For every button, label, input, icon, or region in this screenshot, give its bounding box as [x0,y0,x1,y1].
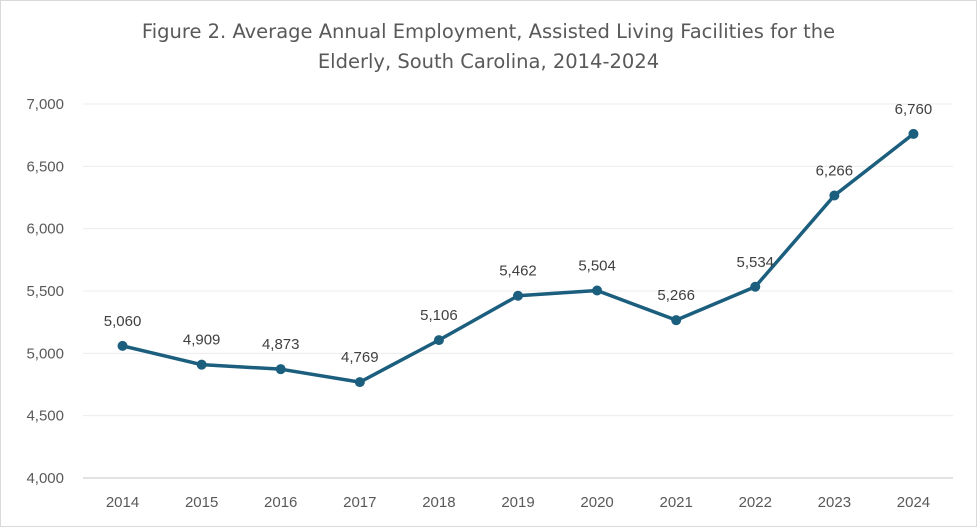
data-label: 6,266 [816,163,854,180]
x-tick-label: 2023 [818,494,851,511]
y-tick-label: 4,500 [26,408,64,425]
data-label: 5,266 [657,287,695,304]
x-tick-label: 2018 [422,494,455,511]
data-point [433,335,444,346]
x-tick-label: 2014 [106,494,139,511]
y-tick-label: 4,000 [26,470,64,487]
data-label: 5,462 [499,263,537,280]
data-point [354,377,365,388]
chart-title-line-2: Elderly, South Carolina, 2014-2024 [317,50,660,73]
y-tick-label: 6,000 [26,221,64,238]
x-tick-label: 2022 [739,494,772,511]
x-tick-label: 2021 [659,494,692,511]
x-tick-label: 2020 [580,494,613,511]
x-tick-label: 2024 [897,494,930,511]
data-point [592,285,603,296]
data-label: 5,534 [736,254,774,271]
data-point [829,190,840,201]
data-label: 5,060 [104,313,142,330]
x-tick-label: 2017 [343,494,376,511]
data-label: 4,909 [183,332,221,349]
y-tick-label: 7,000 [26,96,64,113]
data-point [908,128,919,139]
x-tick-label: 2015 [185,494,218,511]
y-tick-label: 5,000 [26,345,64,362]
data-label: 5,504 [578,258,616,275]
y-axis: 4,000 4,500 5,000 5,500 6,000 6,500 7,000 [26,96,64,487]
y-tick-label: 6,500 [26,158,64,175]
data-point [671,315,682,326]
y-tick-label: 5,500 [26,283,64,300]
data-label: 6,760 [895,101,933,118]
data-point [275,364,286,375]
data-label: 4,769 [341,349,379,366]
series-line [120,132,916,384]
x-tick-label: 2016 [264,494,297,511]
x-tick-label: 2019 [501,494,534,511]
data-point [117,340,128,351]
data-point [750,281,761,292]
data-labels: 5,060 4,909 4,873 4,769 5,106 5,462 5,504 5,266… [104,101,932,366]
chart-title-line-1: Figure 2. Average Annual Employment, Ass… [141,20,836,43]
data-point [513,290,523,301]
series-group [117,128,919,388]
data-label: 5,106 [420,307,458,324]
x-axis: 2014 2015 2016 2017 2018 2019 2020 2021 2022 2023… [106,494,930,511]
data-label: 4,873 [262,336,300,353]
data-point [196,359,207,370]
